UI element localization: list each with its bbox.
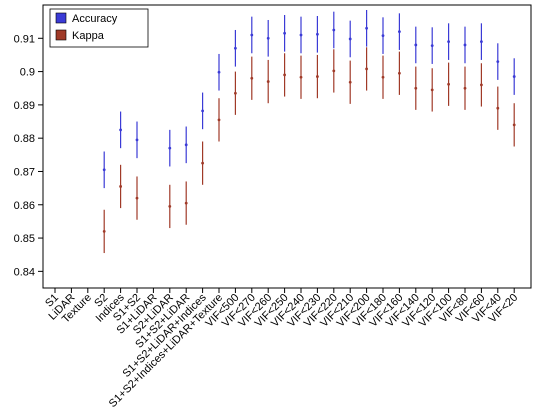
data-point bbox=[480, 40, 483, 44]
y-tick-label: 0.86 bbox=[14, 200, 35, 212]
data-point bbox=[299, 33, 303, 37]
legend-label: Accuracy bbox=[72, 13, 118, 25]
y-tick-label: 0.87 bbox=[14, 166, 35, 178]
data-point bbox=[299, 75, 303, 79]
data-point bbox=[496, 60, 500, 63]
data-point bbox=[512, 75, 516, 78]
data-point bbox=[365, 67, 368, 71]
data-point bbox=[381, 75, 385, 79]
data-point bbox=[512, 123, 516, 127]
data-point bbox=[316, 32, 319, 36]
data-point bbox=[316, 75, 319, 78]
data-point bbox=[463, 86, 467, 90]
data-point bbox=[217, 118, 221, 122]
y-tick-label: 0.85 bbox=[14, 233, 35, 245]
data-point bbox=[266, 36, 270, 40]
chart-marks bbox=[102, 9, 516, 254]
data-point bbox=[414, 43, 418, 47]
data-point bbox=[283, 73, 286, 77]
y-tick-label: 0.91 bbox=[14, 33, 35, 45]
data-point bbox=[119, 128, 122, 132]
data-point bbox=[201, 109, 205, 113]
legend-label: Kappa bbox=[72, 30, 105, 42]
data-point bbox=[430, 88, 434, 92]
data-point bbox=[348, 80, 352, 84]
data-point bbox=[217, 70, 221, 74]
data-point bbox=[414, 86, 418, 90]
data-point bbox=[234, 46, 237, 50]
y-tick-label: 0.84 bbox=[14, 266, 35, 278]
legend-swatch bbox=[55, 29, 67, 41]
data-point bbox=[234, 91, 237, 95]
data-point bbox=[135, 196, 139, 200]
plot-frame bbox=[42, 4, 532, 289]
data-point bbox=[332, 69, 336, 73]
data-point bbox=[250, 33, 254, 37]
data-point bbox=[480, 83, 483, 87]
y-tick-label: 0.89 bbox=[14, 100, 35, 112]
series-accuracy bbox=[102, 9, 516, 189]
data-point bbox=[447, 82, 450, 86]
data-point bbox=[102, 230, 106, 233]
data-point bbox=[266, 80, 270, 83]
data-point bbox=[168, 205, 172, 208]
series-kappa bbox=[102, 47, 516, 254]
data-point bbox=[102, 168, 106, 172]
data-point bbox=[201, 161, 205, 165]
legend-box bbox=[49, 8, 149, 48]
data-point bbox=[496, 106, 500, 110]
data-point bbox=[184, 201, 188, 205]
data-point bbox=[381, 34, 385, 38]
data-point bbox=[398, 71, 401, 75]
y-tick-label: 0.88 bbox=[14, 133, 35, 145]
y-tick-label: 0.9 bbox=[20, 67, 35, 79]
data-point bbox=[463, 43, 467, 47]
data-point bbox=[398, 30, 401, 34]
data-point bbox=[184, 143, 188, 147]
data-point bbox=[250, 76, 254, 80]
data-point bbox=[348, 37, 352, 41]
legend-swatch bbox=[55, 12, 67, 24]
legend: Accuracy Kappa bbox=[49, 8, 149, 48]
data-point bbox=[332, 28, 336, 32]
data-point bbox=[283, 31, 286, 35]
y-axis: 0.84 0.85 0.86 0.87 0.88 0.89 0.9 0.91 bbox=[14, 33, 43, 278]
data-point bbox=[365, 26, 368, 30]
data-point bbox=[135, 138, 139, 142]
data-point bbox=[430, 44, 434, 48]
data-point bbox=[168, 146, 172, 150]
data-point bbox=[447, 40, 450, 44]
x-axis: S1LiDARTextureS2IndicesS1+S2S1+LiDARS2+L… bbox=[43, 288, 520, 410]
data-point bbox=[119, 185, 122, 188]
